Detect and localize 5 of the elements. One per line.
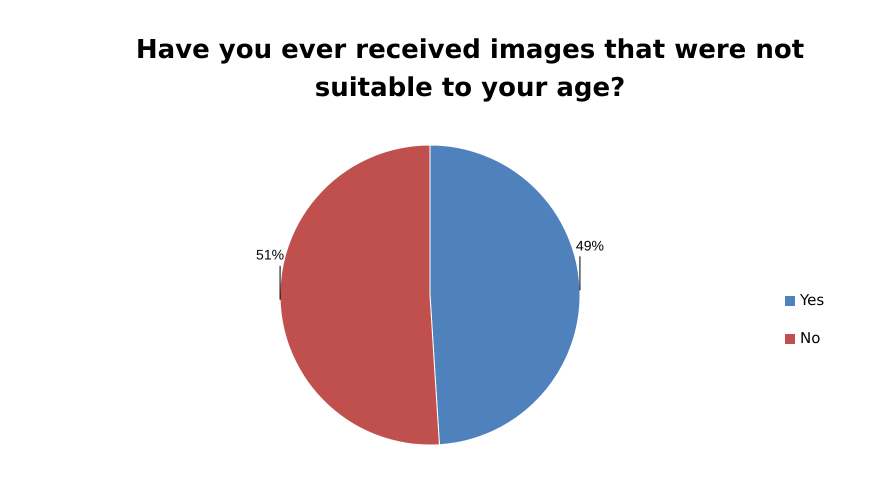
chart-title: Have you ever received images that were not suitable to your age? <box>136 35 804 103</box>
legend-label: No <box>800 329 820 347</box>
legend-label: Yes <box>799 291 824 309</box>
data-label: 49% <box>576 237 604 254</box>
data-label: 51% <box>256 246 284 263</box>
